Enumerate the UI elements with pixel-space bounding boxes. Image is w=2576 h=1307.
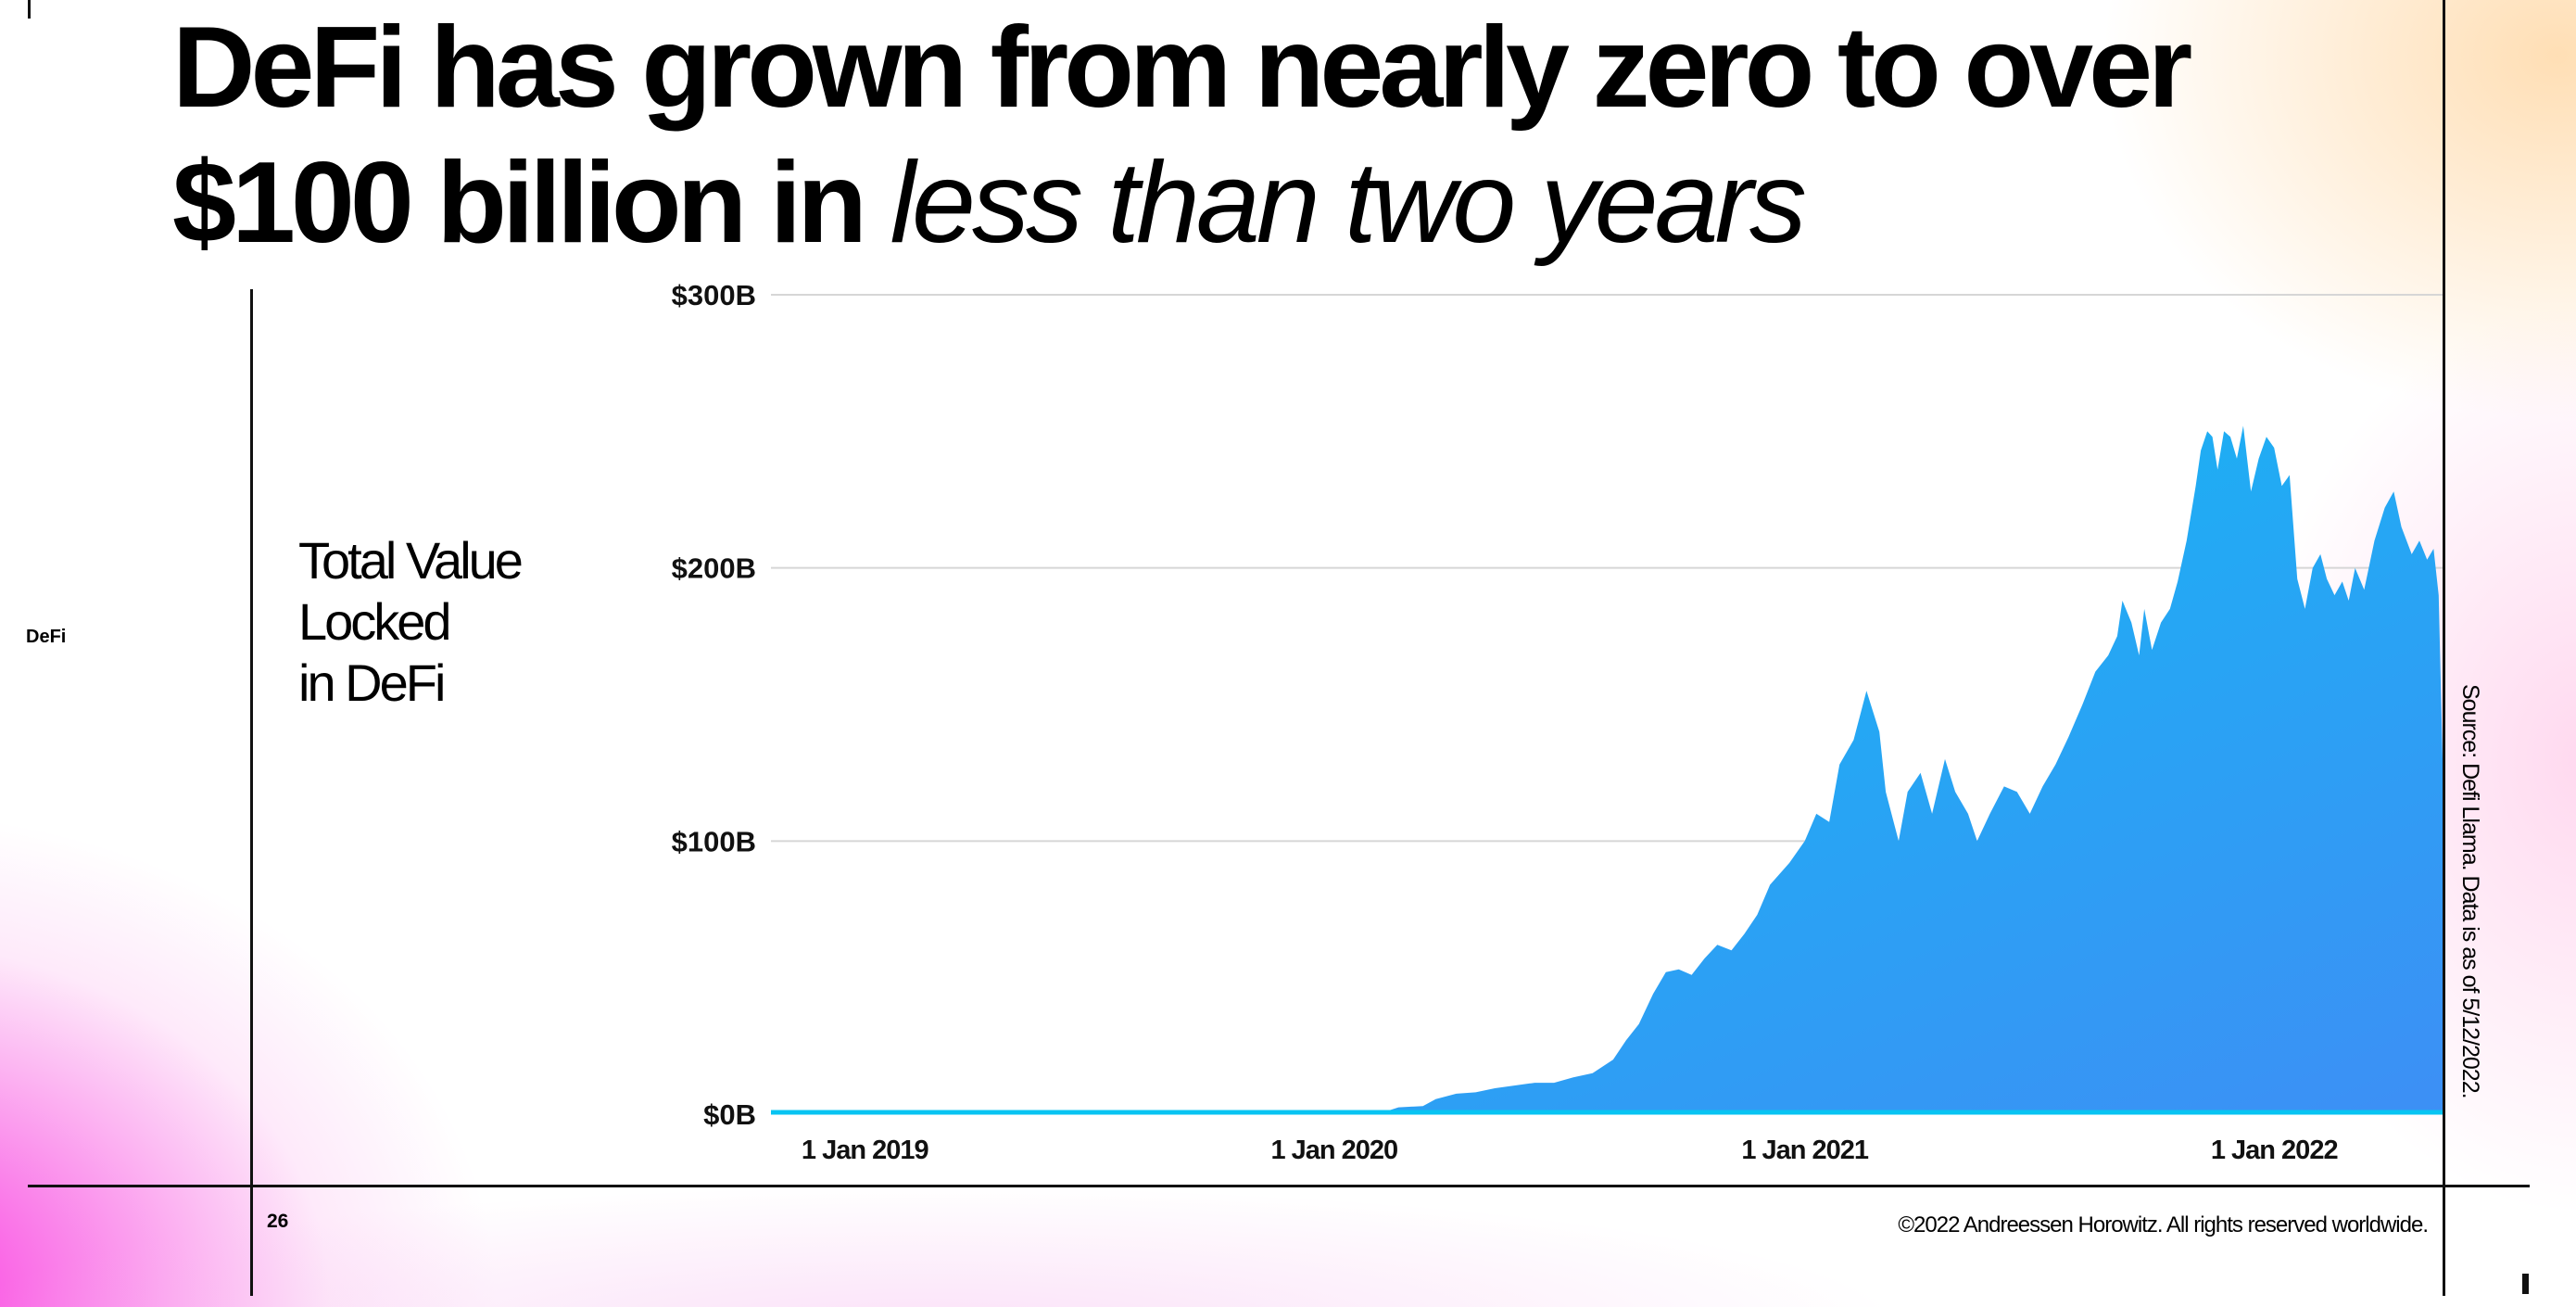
section-label: DeFi — [26, 627, 67, 647]
chart-label-line: Total Value — [298, 531, 524, 590]
chart-label-line: in DeFi — [298, 654, 446, 712]
right-divider — [2443, 0, 2445, 1296]
x-tick-label: 1 Jan 2019 — [802, 1136, 929, 1165]
slide-title-line2: $100 billion in — [172, 139, 867, 267]
x-tick-label: 1 Jan 2022 — [2211, 1136, 2338, 1165]
chart-label-line: Locked — [298, 592, 452, 651]
footer-rule — [28, 1185, 2530, 1187]
copyright-text: ©2022 Andreessen Horowitz. All rights re… — [1898, 1212, 2429, 1237]
left-divider — [250, 289, 253, 1296]
x-tick-label: 1 Jan 2021 — [1741, 1136, 1869, 1165]
corner-tick-top — [28, 0, 31, 19]
chart-label: Total Value Locked in DeFi — [298, 530, 595, 714]
tvl-area — [771, 425, 2443, 1114]
slide-title-line1: DeFi has grown from nearly zero to over — [172, 4, 2192, 132]
y-tick-label: $300B — [672, 279, 756, 311]
source-note: Source: Defi Llama. Data is as of 5/12/2… — [2457, 684, 2483, 1098]
slide-title: DeFi has grown from nearly zero to over … — [172, 0, 2192, 271]
y-tick-label: $100B — [672, 825, 756, 857]
x-tick-label: 1 Jan 2020 — [1270, 1136, 1397, 1165]
page-number: 26 — [267, 1211, 289, 1232]
area-series — [771, 425, 2443, 1115]
y-tick-label: $0B — [703, 1098, 756, 1131]
corner-mark-bottom-right — [2522, 1274, 2529, 1294]
x-axis-ticks: 1 Jan 2019 1 Jan 2020 1 Jan 2021 1 Jan 2022 — [802, 1136, 2339, 1165]
slide-title-italic: less than two years — [890, 139, 1806, 267]
y-tick-label: $200B — [672, 552, 756, 585]
y-axis-ticks: $0B $100B $200B $300B — [672, 279, 756, 1131]
